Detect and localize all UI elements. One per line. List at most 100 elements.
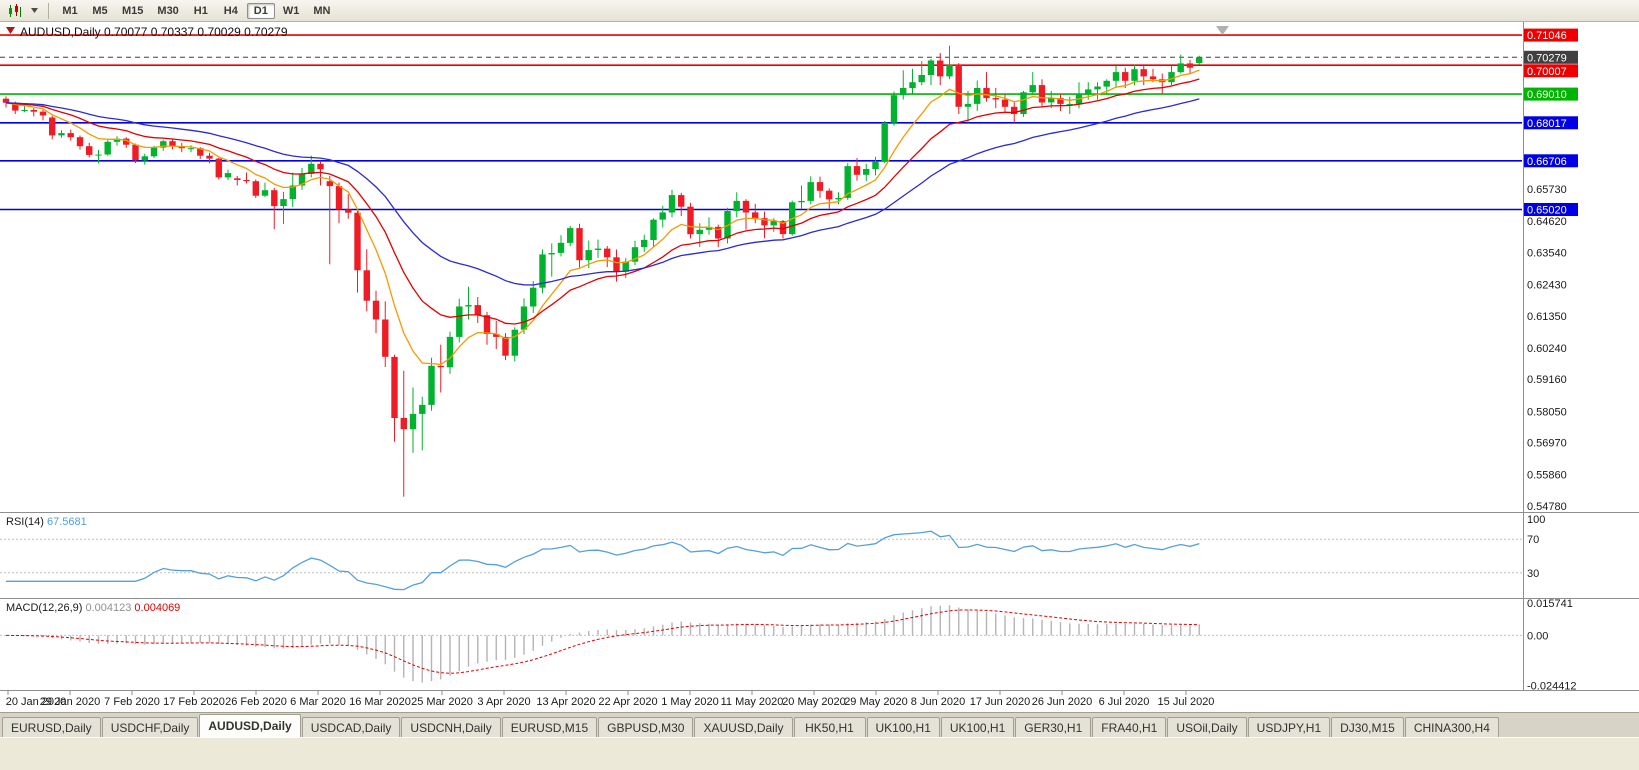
toolbar-separator [48, 2, 49, 19]
svg-text:29 Jan 2020: 29 Jan 2020 [40, 696, 101, 708]
macd-label: MACD(12,26,9) 0.004123 0.004069 [6, 602, 180, 614]
chart-tab-eurusd-m15[interactable]: EURUSD,M15 [501, 717, 598, 737]
svg-text:17 Jun 2020: 17 Jun 2020 [970, 696, 1031, 708]
svg-text:0.64620: 0.64620 [1527, 216, 1567, 228]
svg-text:22 Apr 2020: 22 Apr 2020 [598, 696, 657, 708]
svg-text:0.015741: 0.015741 [1527, 598, 1573, 610]
chart-tab-usdcad-daily[interactable]: USDCAD,Daily [301, 717, 401, 737]
svg-text:1 May 2020: 1 May 2020 [661, 696, 718, 708]
chart-window[interactable]: 0.65730 0.64620 0.63540 0.62430 0.61350 0.602… [0, 22, 1639, 712]
moving-average-lines [5, 69, 1200, 366]
svg-text:0.56970: 0.56970 [1527, 438, 1567, 450]
chart-type-button[interactable] [4, 1, 26, 21]
chart-tab-uk100-h1[interactable]: UK100,H1 [866, 717, 940, 737]
svg-text:0.71046: 0.71046 [1527, 30, 1567, 42]
ma-line-34 [5, 98, 1200, 286]
svg-text:0.00: 0.00 [1527, 630, 1548, 642]
svg-text:0.65730: 0.65730 [1527, 184, 1567, 196]
svg-text:20 May 2020: 20 May 2020 [782, 696, 846, 708]
svg-text:-0.024412: -0.024412 [1527, 681, 1577, 693]
chart-background[interactable] [0, 22, 1639, 712]
svg-text:0.68017: 0.68017 [1527, 118, 1567, 130]
svg-text:0.58050: 0.58050 [1527, 406, 1567, 418]
svg-text:16 Mar 2020: 16 Mar 2020 [349, 696, 411, 708]
chart-tab-eurusd-daily[interactable]: EURUSD,Daily [2, 717, 101, 737]
price-scale[interactable]: 0.65730 0.64620 0.63540 0.62430 0.61350 0.602… [1524, 28, 1578, 513]
timeframe-button-m30[interactable]: M30 [157, 4, 179, 17]
svg-text:15 Jul 2020: 15 Jul 2020 [1158, 696, 1215, 708]
rsi-line [6, 530, 1200, 591]
horizontal-level-lines[interactable] [0, 34, 1522, 211]
svg-text:0.63540: 0.63540 [1527, 247, 1567, 259]
svg-text:100: 100 [1527, 514, 1545, 526]
chart-tab-uk100-h1[interactable]: UK100,H1 [940, 717, 1015, 737]
svg-text:0.60240: 0.60240 [1527, 343, 1567, 355]
chart-tab-fra40-h1[interactable]: FRA40,H1 [1092, 717, 1167, 737]
timeframe-button-mn[interactable]: MN [313, 4, 331, 17]
pane-separators[interactable] [0, 22, 1639, 691]
symbol-marker-icon [6, 27, 15, 34]
chevron-down-icon [31, 8, 38, 13]
svg-text:0.66706: 0.66706 [1527, 156, 1567, 168]
svg-text:11 May 2020: 11 May 2020 [721, 696, 784, 708]
chart-tab-dj30-m15[interactable]: DJ30,M15 [1331, 717, 1404, 737]
svg-text:0.69010: 0.69010 [1527, 89, 1567, 101]
svg-text:29 May 2020: 29 May 2020 [844, 696, 908, 708]
timeframe-buttons: M1 M5 M15 M30 H1 H4 D1 W1 MN [56, 2, 336, 19]
svg-text:0.61350: 0.61350 [1527, 311, 1567, 323]
chart-tab-usdcnh-daily[interactable]: USDCNH,Daily [401, 717, 501, 737]
chart-tabs-bar: EURUSD,Daily USDCHF,Daily AUDUSD,Daily USDC… [0, 712, 1639, 737]
chart-tab-audusd-daily[interactable]: AUDUSD,Daily [199, 714, 301, 737]
rsi-pane: RSI(14) 67.5681 100 70 30 [0, 514, 1545, 591]
svg-text:0.59160: 0.59160 [1527, 374, 1567, 386]
ma-line-8 [5, 69, 1200, 366]
svg-text:25 Mar 2020: 25 Mar 2020 [411, 696, 473, 708]
chart-canvas[interactable]: 0.65730 0.64620 0.63540 0.62430 0.61350 0.602… [0, 22, 1639, 712]
svg-text:30: 30 [1527, 568, 1539, 580]
svg-text:0.55860: 0.55860 [1527, 470, 1567, 482]
chart-tab-usdjpy-h1[interactable]: USDJPY,H1 [1247, 717, 1331, 737]
timeframe-button-w1[interactable]: W1 [282, 4, 300, 17]
timeframe-button-h4[interactable]: H4 [223, 4, 238, 17]
timeframe-toolbar: M1 M5 M15 M30 H1 H4 D1 W1 MN [0, 0, 1639, 22]
chart-type-dropdown[interactable] [28, 1, 41, 21]
svg-text:7 Feb 2020: 7 Feb 2020 [104, 696, 160, 708]
chart-title: AUDUSD,Daily 0.70077 0.70337 0.70029 0.7… [6, 25, 1229, 39]
svg-text:26 Feb 2020: 26 Feb 2020 [225, 696, 287, 708]
svg-text:70: 70 [1527, 534, 1539, 546]
timeframe-button-h1[interactable]: H1 [193, 4, 208, 17]
svg-text:0.70007: 0.70007 [1527, 66, 1567, 78]
svg-text:13 Apr 2020: 13 Apr 2020 [536, 696, 595, 708]
ma-line-17 [5, 78, 1200, 325]
chart-tab-ger30-h1[interactable]: GER30,H1 [1015, 717, 1092, 737]
chart-tab-china300-h4[interactable]: CHINA300,H4 [1404, 717, 1499, 737]
timeframe-button-m1[interactable]: M1 [62, 4, 78, 17]
timeframe-button-m5[interactable]: M5 [92, 4, 108, 17]
svg-text:17 Feb 2020: 17 Feb 2020 [163, 696, 225, 708]
rsi-label: RSI(14) 67.5681 [6, 516, 87, 528]
svg-text:0.65020: 0.65020 [1527, 205, 1567, 217]
timeframe-button-d1[interactable]: D1 [246, 2, 275, 19]
svg-text:26 Jun 2020: 26 Jun 2020 [1032, 696, 1093, 708]
svg-text:6 Jul 2020: 6 Jul 2020 [1099, 696, 1150, 708]
svg-text:3 Apr 2020: 3 Apr 2020 [477, 696, 530, 708]
svg-text:0.70279: 0.70279 [1527, 52, 1567, 64]
svg-text:AUDUSD,Daily 0.70077 0.70337 0: AUDUSD,Daily 0.70077 0.70337 0.70029 0.7… [20, 25, 288, 39]
macd-pane: MACD(12,26,9) 0.004123 0.004069 0.015741 0… [0, 598, 1577, 693]
timeframe-button-m15[interactable]: M15 [122, 4, 144, 17]
svg-text:0.62430: 0.62430 [1527, 280, 1567, 292]
chart-tab-hk50-h1[interactable]: HK50,H1 [793, 717, 866, 737]
svg-text:6 Mar 2020: 6 Mar 2020 [290, 696, 346, 708]
chart-tab-gbpusd-m30[interactable]: GBPUSD,M30 [598, 717, 694, 737]
svg-text:8 Jun 2020: 8 Jun 2020 [911, 696, 965, 708]
chart-shift-marker-icon [1216, 26, 1229, 35]
chart-tab-usoil-daily[interactable]: USOil,Daily [1167, 717, 1247, 737]
status-bar [0, 737, 1639, 770]
chart-tab-usdchf-daily[interactable]: USDCHF,Daily [101, 717, 199, 737]
candlestick-chart-icon [9, 3, 21, 17]
svg-text:20 Jan 2020: 20 Jan 2020 [6, 696, 67, 708]
macd-signal-line [5, 609, 1200, 674]
chart-tab-xauusd-daily[interactable]: XAUUSD,Daily [694, 717, 793, 737]
svg-text:0.54780: 0.54780 [1527, 501, 1567, 513]
